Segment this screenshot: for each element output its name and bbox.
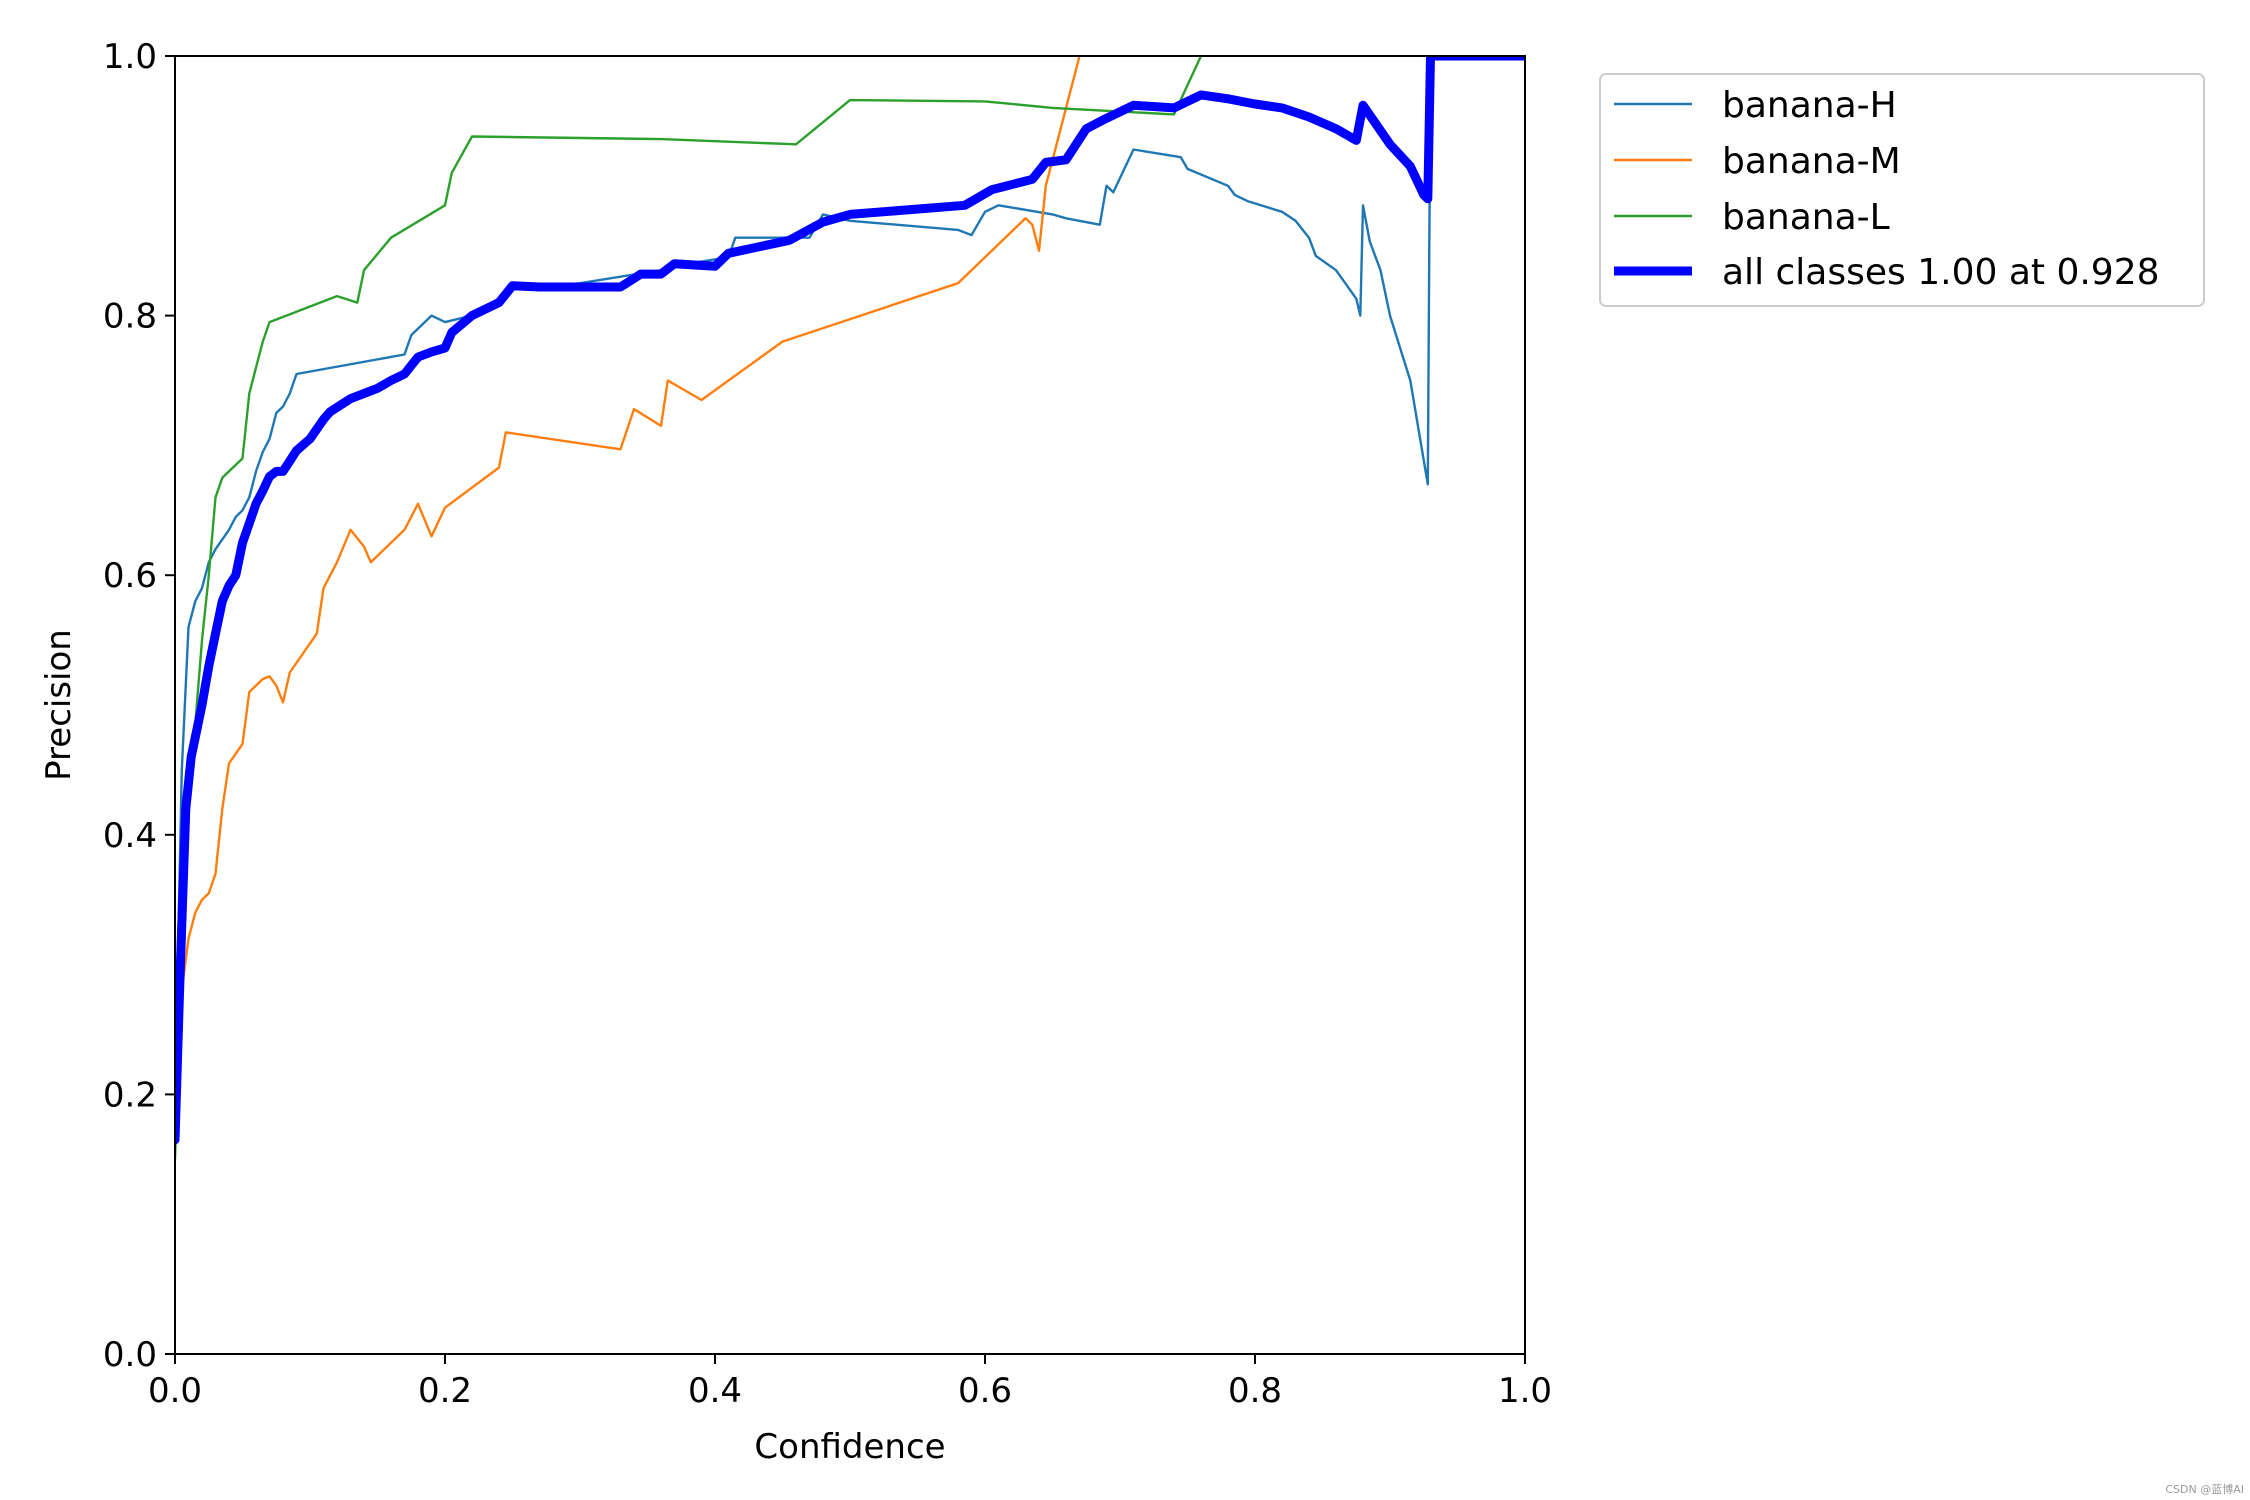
y-tick-label: 0.6 (103, 556, 157, 596)
series-line-banana-l (175, 56, 1203, 1161)
y-tick-label: 0.0 (103, 1335, 157, 1375)
x-tick-label: 1.0 (1498, 1371, 1552, 1411)
y-axis-ticks: 0.0 0.2 0.4 0.6 0.8 1.0 (103, 37, 175, 1375)
x-axis-title: Confidence (754, 1427, 945, 1467)
series-layer (175, 56, 1525, 1161)
plot-frame (174, 55, 1526, 1355)
legend-label-banana-m: banana-M (1722, 141, 1901, 182)
watermark-text: CSDN @蓝博AI (2165, 1483, 2244, 1496)
legend-label-banana-h: banana-H (1722, 85, 1897, 126)
series-line-banana-m (175, 56, 1081, 1031)
x-tick-label: 0.8 (1228, 1371, 1282, 1411)
y-tick-label: 0.8 (103, 297, 157, 337)
x-tick-label: 0.2 (418, 1371, 472, 1411)
x-tick-label: 0.6 (958, 1371, 1012, 1411)
x-tick-label: 0.4 (688, 1371, 742, 1411)
legend-label-all-classes: all classes 1.00 at 0.928 (1722, 252, 2160, 293)
y-axis-title: Precision (39, 629, 79, 781)
legend: banana-H banana-M banana-L all classes 1… (1599, 73, 2205, 307)
y-tick-label: 1.0 (103, 37, 157, 77)
x-tick-label: 0.0 (148, 1371, 202, 1411)
y-tick-label: 0.2 (103, 1075, 157, 1115)
x-axis-ticks: 0.0 0.2 0.4 0.6 0.8 1.0 (148, 1354, 1552, 1411)
legend-box (1599, 73, 2205, 307)
series-line-all-classes-1-00-at-0-928 (175, 56, 1525, 1145)
y-tick-label: 0.4 (103, 816, 157, 856)
legend-label-banana-l: banana-L (1722, 197, 1890, 238)
